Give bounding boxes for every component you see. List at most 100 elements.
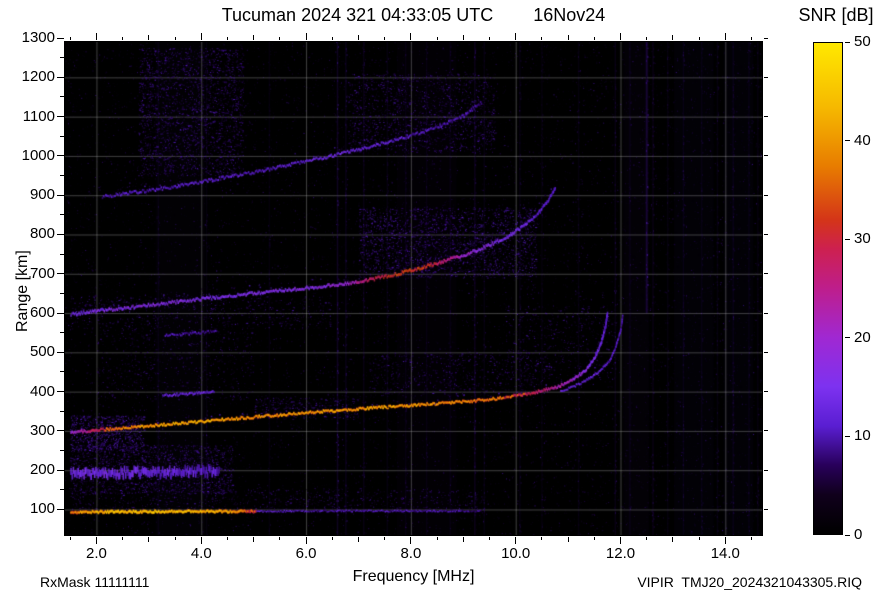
y-axis-minor-tick (60, 410, 64, 412)
x-axis-tick-top (567, 35, 569, 40)
colorbar-tick (845, 41, 850, 43)
x-axis-tick (200, 537, 202, 544)
x-axis-tick-top (174, 37, 176, 40)
x-axis-tick-top (515, 33, 517, 40)
y-axis-minor-tick (60, 332, 64, 334)
x-axis-tick (593, 537, 595, 540)
x-axis-tick-top (593, 37, 595, 40)
x-axis-tick (436, 537, 438, 540)
x-axis-tick-top (226, 37, 228, 40)
x-axis-tick (541, 537, 543, 540)
x-axis-tick (515, 537, 517, 544)
x-axis-tick-top (95, 33, 97, 40)
y-tick-label: 1100 (22, 107, 55, 125)
x-axis-tick (331, 537, 333, 540)
x-axis-tick (357, 537, 359, 542)
x-axis-tick-top (462, 35, 464, 40)
x-axis-tick (672, 537, 674, 542)
x-axis-tick-top (357, 35, 359, 40)
y-axis-tick-right (764, 351, 768, 353)
colorbar-title: SNR [dB] (798, 5, 874, 25)
x-axis-tick (751, 537, 753, 540)
y-axis-tick (57, 273, 64, 275)
y-axis-tick-right (764, 273, 768, 275)
y-axis-tick-right (764, 37, 768, 39)
x-tick-label: 6.0 (295, 545, 317, 562)
x-axis-tick (698, 537, 700, 540)
rx-mask-text: RxMask 11111111 (40, 574, 150, 590)
y-axis-minor-tick (60, 57, 64, 59)
y-axis-tick (57, 76, 64, 78)
x-axis-tick (305, 537, 307, 544)
page-title: Tucuman 2024 321 04:33:05 UTC (221, 5, 494, 25)
x-axis-tick (174, 537, 176, 540)
y-tick-label: 1300 (21, 29, 55, 47)
x-tick-label: 12.0 (605, 545, 636, 562)
y-axis-tick-right (764, 155, 768, 157)
y-axis-minor-tick (60, 96, 64, 98)
y-axis-tick (57, 508, 64, 510)
y-axis-minor-tick (60, 214, 64, 216)
colorbar-tick-label: 40 (854, 131, 871, 149)
y-tick-label: 1200 (21, 68, 55, 86)
x-axis-tick-top (698, 37, 700, 40)
y-axis-tick (57, 312, 64, 314)
y-axis-minor-tick (60, 292, 64, 294)
y-axis-minor-tick (60, 489, 64, 491)
y-axis-tick (57, 116, 64, 118)
x-axis-tick (567, 537, 569, 542)
ionogram-canvas (65, 42, 762, 535)
colorbar-tick-label: 0 (854, 526, 863, 543)
plot-frame (64, 41, 763, 536)
x-axis-tick (488, 537, 490, 540)
x-axis-tick (69, 537, 71, 540)
x-tick-label: 2.0 (86, 545, 107, 562)
x-axis-tick-top (620, 33, 621, 40)
y-axis-tick-right (764, 233, 768, 235)
y-axis-minor-tick (60, 253, 64, 255)
x-axis-tick (148, 537, 150, 542)
y-axis-tick-right (764, 430, 768, 432)
x-axis-label: Frequency [MHz] (352, 568, 475, 585)
colorbar-tick-label: 50 (854, 33, 871, 50)
x-axis-tick-top (253, 35, 255, 40)
y-axis-tick-right (764, 76, 768, 78)
x-axis-tick (724, 537, 726, 544)
x-tick-label: 8.0 (400, 545, 422, 562)
y-axis-tick (57, 430, 64, 432)
colorbar-tick (845, 337, 850, 339)
y-axis-tick (57, 233, 64, 235)
y-axis-minor-tick (60, 175, 64, 177)
x-axis-tick-top (410, 33, 412, 40)
x-axis-tick (462, 537, 464, 542)
y-tick-label: 100 (29, 500, 55, 518)
y-axis-tick (57, 194, 64, 196)
y-tick-label: 1000 (21, 146, 55, 164)
y-axis-tick-right (764, 116, 768, 118)
x-axis-tick-top (279, 37, 281, 40)
y-axis-tick-right (764, 312, 768, 314)
y-axis-tick-right (764, 391, 768, 393)
y-axis-tick-right (764, 194, 768, 196)
x-axis-tick-top (646, 37, 648, 40)
x-axis-tick (384, 537, 386, 540)
x-axis-tick (620, 537, 621, 544)
x-axis-tick-top (305, 33, 307, 40)
x-axis-tick-top (488, 37, 490, 40)
title-row: Tucuman 2024 321 04:33:05 UTC 16Nov24 (65, 5, 762, 26)
x-axis-tick (279, 537, 281, 540)
x-axis-tick-top (541, 37, 543, 40)
x-axis-tick (646, 537, 648, 540)
x-axis-tick-top (331, 37, 333, 40)
colorbar-tick (845, 238, 850, 240)
colorbar-tick (845, 534, 850, 536)
y-axis-minor-tick (60, 135, 64, 137)
x-axis-tick-top (724, 33, 726, 40)
x-tick-label: 4.0 (190, 545, 212, 562)
y-axis-tick (57, 351, 64, 353)
y-tick-label: 700 (29, 264, 55, 282)
x-axis-tick-top (122, 37, 124, 40)
x-axis-tick-top (69, 37, 71, 40)
y-axis-tick-right (764, 508, 768, 510)
x-axis-tick-top (751, 37, 753, 40)
